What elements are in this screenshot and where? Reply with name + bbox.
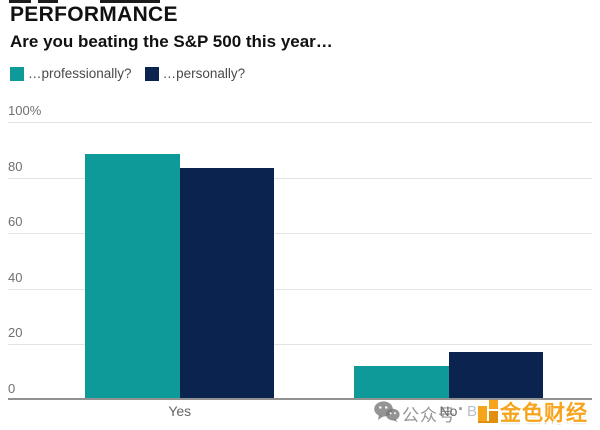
- legend-label: …professionally?: [28, 66, 132, 81]
- bar-personally-no: [448, 351, 543, 399]
- y-tick-40: 40: [8, 269, 23, 285]
- watermark-brand: 金色财经: [500, 402, 588, 425]
- legend-item-1: …personally?: [144, 66, 246, 81]
- plot-area: 0 20 40 60 80 100% Yes No: [8, 103, 592, 419]
- watermark-separator: ·: [458, 399, 464, 419]
- gridline-80: [8, 177, 592, 179]
- chart-title: Are you beating the S&P 500 this year…: [10, 32, 333, 51]
- bar-professionally-no: [354, 365, 449, 399]
- golden-finance-logo-icon: [478, 400, 498, 423]
- y-tick-100: 100%: [8, 103, 42, 118]
- y-tick-0: 0: [8, 381, 16, 396]
- wechat-icon: [374, 401, 400, 422]
- legend-swatch: [10, 66, 24, 81]
- gridline-40: [8, 288, 592, 290]
- x-axis-line: [8, 398, 592, 400]
- x-label-no: No: [439, 403, 458, 419]
- chart-kicker: PERFORMANCE: [10, 3, 178, 26]
- y-tick-60: 60: [8, 214, 23, 230]
- legend-label: …personally?: [162, 66, 246, 81]
- y-tick-20: 20: [8, 325, 23, 341]
- legend-swatch: [144, 66, 159, 81]
- gridline-20: [8, 344, 592, 346]
- cropped-text-fragment: [38, 0, 58, 3]
- x-label-yes: Yes: [168, 403, 192, 419]
- legend-item-0: …professionally?: [10, 66, 132, 81]
- gridline-100: [8, 122, 592, 123]
- bar-professionally-yes: [85, 154, 180, 399]
- gridline-60: [8, 233, 592, 235]
- watermark-wechat-label: 公众号: [402, 406, 456, 425]
- chart-legend: …professionally? …personally?: [10, 66, 245, 81]
- cropped-text-fragment: [100, 0, 160, 3]
- y-tick-80: 80: [8, 158, 23, 174]
- bar-personally-yes: [179, 168, 275, 399]
- cropped-text-fragment: [9, 0, 31, 3]
